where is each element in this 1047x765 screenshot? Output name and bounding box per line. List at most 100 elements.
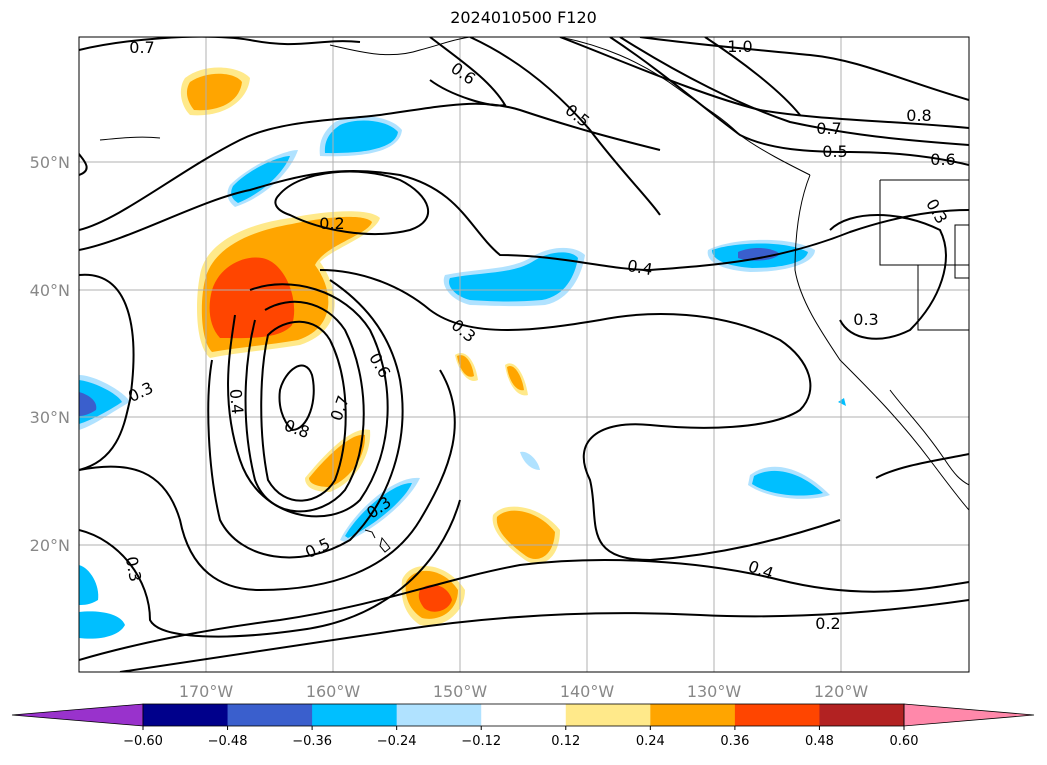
gridlines [79, 37, 969, 672]
contour-label: 0.2 [319, 214, 344, 233]
contour-line-0.4 [207, 279, 404, 559]
contour-line-0.4 [79, 170, 969, 272]
positive-shade [186, 73, 242, 111]
us-west-coast [794, 174, 969, 511]
colorbar-segment [565, 704, 651, 726]
lon-label: 170°W [179, 682, 234, 701]
lon-label: 160°W [306, 682, 361, 701]
contour-line-0.3 [79, 499, 461, 638]
contour-line-0.3 [319, 269, 841, 562]
map-title: 2024010500 F120 [450, 8, 597, 27]
colorbar-tick-label: 0.24 [636, 734, 665, 749]
negative-shade [345, 482, 412, 538]
contour-label: 0.3 [853, 310, 878, 329]
contour-line-0.5 [227, 283, 389, 518]
contour-label: 0.5 [822, 142, 847, 161]
contour-line-0.7 [79, 37, 361, 51]
contour-line-0.3 [875, 453, 969, 479]
contour-line-0.4 [79, 102, 661, 231]
positive-shade [418, 584, 452, 612]
colorbar-tick-label: 0.36 [720, 734, 749, 749]
positive-shade [507, 365, 524, 391]
colorbar-segment [312, 704, 398, 726]
contour-line-0.6 [704, 37, 801, 116]
colorbar-segment [143, 704, 229, 726]
alaska-coast [329, 37, 471, 56]
contour-label: 0.7 [129, 38, 154, 57]
colorbar-extend-max [903, 703, 1035, 727]
colorbar-segments [11, 703, 1035, 727]
contour-label: 0.3 [122, 555, 145, 583]
contour-label: 1.0 [727, 37, 752, 56]
contour-line-0.2 [274, 170, 430, 235]
negative-shade [520, 451, 540, 470]
negative-shade [838, 398, 846, 406]
contour-line-0.5 [469, 37, 661, 216]
hawaii-islands [364, 529, 391, 553]
colorbar-segment [650, 704, 736, 726]
colorbar-segment [481, 704, 567, 726]
positive-shade [309, 434, 366, 487]
colorbar-tick-label: −0.60 [123, 734, 163, 749]
contour-label: 0.6 [930, 150, 955, 169]
colorbar-extend-min [11, 703, 144, 727]
contour-lines [79, 37, 969, 672]
colorbar: −0.60 −0.48 −0.36 −0.24 −0.12 0.12 0.24 0.36 0.4… [11, 703, 1035, 749]
negative-shade [79, 565, 99, 605]
contour-line-0.6 [429, 37, 507, 107]
contour-label: 0.2 [815, 614, 840, 633]
map-frame [78, 36, 970, 673]
contour-line-0.6 [244, 300, 365, 513]
state-borders [879, 179, 969, 331]
latitude-labels: 50°N 40°N 30°N 20°N [30, 153, 70, 555]
negative-shade [752, 470, 823, 496]
lon-label: 120°W [814, 682, 869, 701]
negative-shade [449, 252, 578, 302]
colorbar-tick-label: −0.24 [377, 734, 417, 749]
contour-label: 0.4 [226, 388, 247, 415]
state-border-box [954, 224, 969, 279]
colorbar-tick-label: 0.48 [805, 734, 834, 749]
contour-line-0.3 [829, 214, 947, 340]
colorbar-outline [142, 703, 905, 727]
negative-shade [79, 611, 125, 639]
contour-line-0.3 [79, 369, 456, 592]
contour-label: 0.7 [816, 119, 841, 138]
contour-line-0.2 [119, 599, 969, 672]
colorbar-tick-label: −0.12 [461, 734, 501, 749]
negative-shade [79, 392, 97, 416]
positive-shade [209, 257, 295, 339]
lat-label: 20°N [30, 536, 70, 555]
colorbar-segment [227, 704, 313, 726]
contour-label: 0.8 [906, 106, 931, 125]
contour-line-0.7 [619, 37, 969, 146]
contour-line-1.0 [639, 37, 969, 101]
contour-line-0.5 [609, 37, 969, 166]
contour-line-0.3 [79, 273, 135, 471]
colorbar-segment [396, 704, 482, 726]
colorbar-tick-label: −0.36 [292, 734, 332, 749]
baja-coast [889, 389, 969, 486]
negative-shade [324, 120, 398, 154]
contour-line-0.8 [278, 364, 315, 432]
lon-label: 130°W [687, 682, 742, 701]
colorbar-segment [734, 704, 820, 726]
contour-line-0.7 [260, 320, 347, 502]
lon-label: 140°W [560, 682, 615, 701]
negative-shade [738, 248, 780, 261]
contour-line-left [79, 150, 88, 176]
contour-label: 0.4 [626, 256, 654, 279]
positive-shade [457, 355, 474, 377]
lon-label: 150°W [433, 682, 488, 701]
colorbar-tick-label: 0.60 [890, 734, 919, 749]
lat-label: 50°N [30, 153, 70, 172]
colorbar-segment [819, 704, 905, 726]
contour-line-0.4 [79, 559, 969, 661]
longitude-labels: 170°W 160°W 150°W 140°W 130°W 120°W [179, 682, 869, 701]
positive-shade [496, 510, 555, 559]
aleutian-islands [99, 136, 161, 141]
lat-label: 40°N [30, 281, 70, 300]
lat-label: 30°N [30, 408, 70, 427]
colorbar-tick-label: 0.12 [551, 734, 580, 749]
